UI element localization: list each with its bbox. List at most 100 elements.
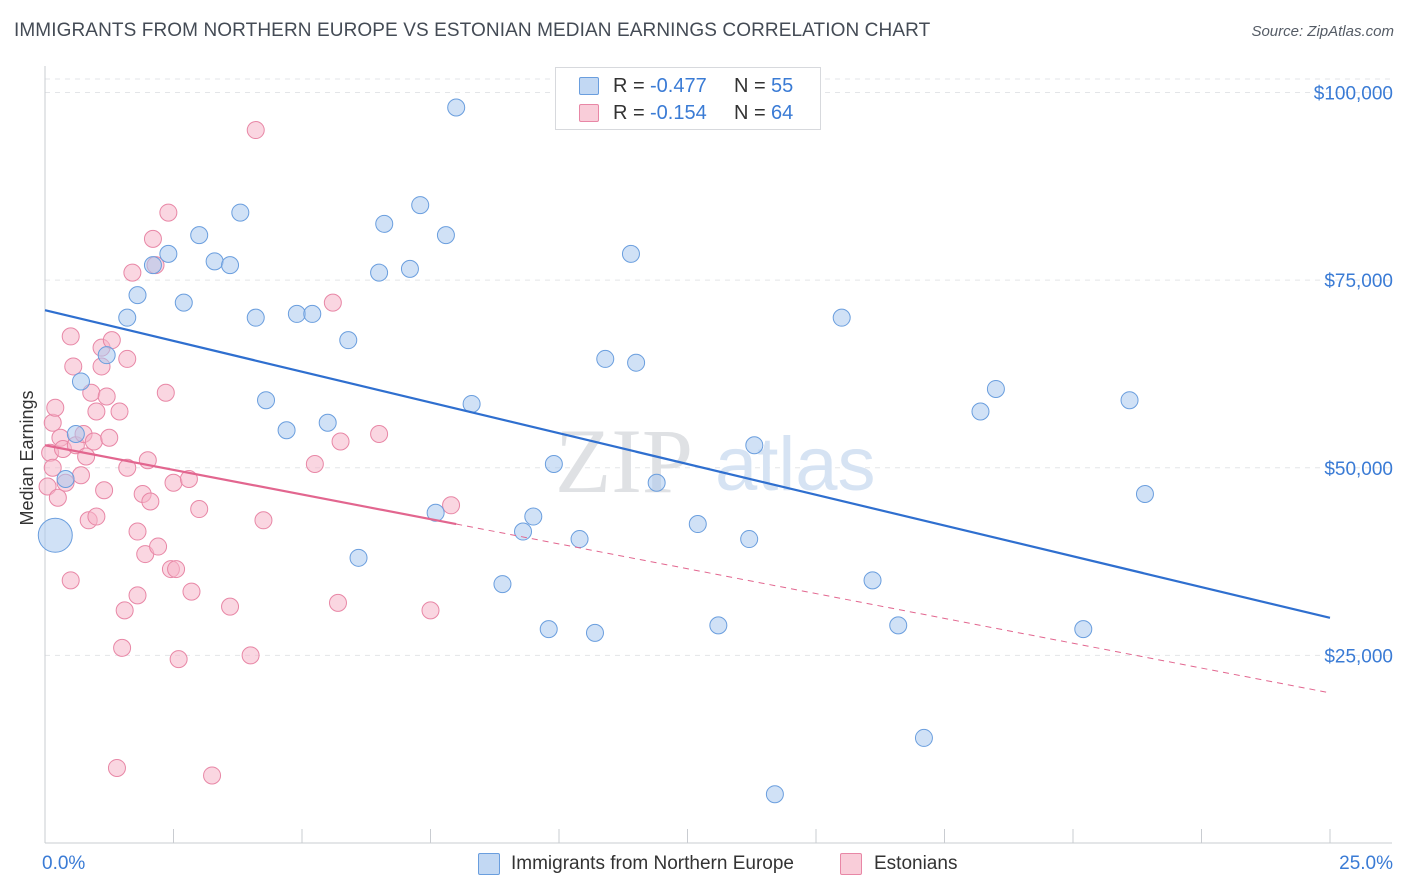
estonians-point [203,766,222,785]
northern-europe-point [159,244,178,263]
northern-europe-trend-line [44,309,1331,619]
legend-row-pink: R = -0.154 N = 64 [556,100,820,126]
northern-europe-point [143,256,162,275]
estonians-point [64,357,83,376]
legend-swatch-pink [579,104,599,122]
estonians-point [118,458,137,477]
estonians-point [179,470,198,489]
northern-europe-point [37,517,73,553]
northern-europe-point [128,286,147,305]
estonians-point [421,601,440,620]
legend-r-value: -0.477 [650,75,707,97]
northern-europe-point [832,308,851,327]
estonians-point [156,383,175,402]
estonians-trend-extension [456,523,1331,694]
estonians-point [46,398,65,417]
northern-europe-point [1135,485,1154,504]
northern-europe-point [370,263,389,282]
northern-europe-point [1074,620,1093,639]
northern-europe-point [118,308,137,327]
x-tick-labels: 0.0% 25.0% [42,853,1393,874]
x-tick-label: 0.0% [42,853,85,874]
northern-europe-point [349,548,368,567]
watermark: ZIP atlas [555,410,876,512]
estonians-point [107,758,126,777]
bottom-legend-swatch-blue [478,853,500,875]
estonians-point [61,571,80,590]
northern-europe-point [570,530,589,549]
correlation-legend: R = -0.477 N = 55 R = -0.154 N = 64 [555,67,821,130]
northern-europe-point [585,623,604,642]
estonians-point [331,432,350,451]
estonians-point [442,496,461,515]
northern-europe-point [709,616,728,635]
estonians-point [159,203,178,222]
estonians-point [87,402,106,421]
estonians-point [48,488,67,507]
estonians-point [95,481,114,500]
northern-europe-point [174,293,193,312]
northern-europe-point [56,470,75,489]
y-tick-label: $50,000 [1324,459,1393,480]
estonians-point [169,650,188,669]
chart-title: IMMIGRANTS FROM NORTHERN EUROPE VS ESTON… [14,20,931,41]
bottom-legend-label-blue: Immigrants from Northern Europe [511,853,794,874]
watermark-zip: ZIP [555,410,693,512]
estonians-point [246,121,265,140]
estonians-trend-line [44,444,457,526]
y-tick-labels: $25,000 $50,000 $75,000 $100,000 [1314,84,1393,668]
northern-europe-point [303,304,322,323]
northern-europe-point [914,728,933,747]
estonians-point [128,586,147,605]
northern-europe-point [71,372,90,391]
northern-europe-point [647,473,666,492]
y-tick-label: $100,000 [1314,84,1393,105]
estonians-point [128,522,147,541]
northern-europe-point [745,436,764,455]
northern-europe-point [190,226,209,245]
northern-europe-point [447,98,466,117]
estonians-point [123,263,142,282]
northern-europe-point [514,522,533,541]
estonians-point [113,638,132,657]
northern-europe-point [221,256,240,275]
estonians-point [77,447,96,466]
northern-europe-point [596,349,615,368]
legend-n-value: 64 [771,102,794,124]
northern-europe-point [539,620,558,639]
northern-europe-point [688,515,707,534]
northern-europe-point [740,530,759,549]
northern-europe-point [544,455,563,474]
grid-lines [45,78,1392,656]
estonians-point [164,473,183,492]
estonians-point [141,492,160,511]
estonians-point [149,537,168,556]
estonians-point [84,432,103,451]
estonians-point [61,327,80,346]
northern-europe-point [318,413,337,432]
northern-europe-point [621,244,640,263]
y-tick-label: $75,000 [1324,271,1393,292]
estonians-point [241,646,260,665]
estonians-point [102,331,121,350]
estonians-point [323,293,342,312]
legend-swatch-blue [579,77,599,95]
estonians-point [43,458,62,477]
estonians-point [110,402,129,421]
legend-r-label: R = [613,102,645,124]
legend-row-blue: R = -0.477 N = 55 [556,73,820,99]
estonians-point [167,560,186,579]
watermark-atlas: atlas [715,422,876,507]
northern-europe-point [231,203,250,222]
source-label: Source: ZipAtlas.com [1251,23,1394,40]
northern-europe-point [400,259,419,278]
estonians-point [115,601,134,620]
estonians-point [143,229,162,248]
northern-europe-point [205,252,224,271]
estonians-point [221,597,240,616]
northern-europe-point [287,304,306,323]
legend-r-value: -0.154 [650,102,707,124]
estonians-point [87,507,106,526]
northern-europe-point [66,424,85,443]
northern-europe-point [765,785,784,804]
